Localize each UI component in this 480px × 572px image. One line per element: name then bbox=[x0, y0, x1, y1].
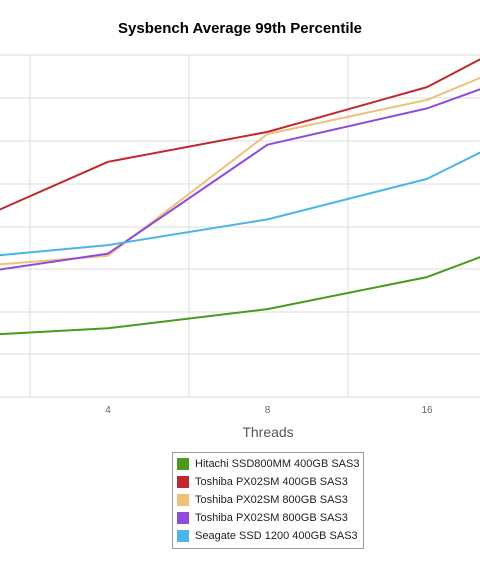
series-line-1 bbox=[0, 256, 480, 336]
x-axis-ticks: 4 8 16 bbox=[105, 405, 433, 416]
legend-swatch bbox=[177, 530, 189, 542]
gridlines bbox=[0, 54, 480, 398]
x-tick-label: 8 bbox=[265, 405, 271, 416]
legend-swatch bbox=[177, 458, 189, 470]
legend-item: Toshiba PX02SM 800GB SAS3 bbox=[173, 491, 363, 509]
legend-label: Toshiba PX02SM 800GB SAS3 bbox=[195, 494, 348, 506]
x-tick-label: 4 bbox=[105, 405, 111, 416]
series-lines bbox=[0, 58, 480, 336]
series-line-4 bbox=[0, 88, 480, 271]
legend-item: Toshiba PX02SM 400GB SAS3 bbox=[173, 473, 363, 491]
line-chart: 4 8 16 Threads bbox=[0, 54, 480, 440]
legend-swatch bbox=[177, 494, 189, 506]
chart-title: Sysbench Average 99th Percentile bbox=[118, 20, 362, 37]
legend-item: Hitachi SSD800MM 400GB SAS3 bbox=[173, 455, 363, 473]
series-line-3 bbox=[0, 76, 480, 266]
legend-label: Seagate SSD 1200 400GB SAS3 bbox=[195, 530, 358, 542]
series-line-2 bbox=[0, 58, 480, 211]
legend-label: Toshiba PX02SM 800GB SAS3 bbox=[195, 512, 348, 524]
legend-item: Toshiba PX02SM 800GB SAS3 bbox=[173, 509, 363, 527]
x-tick-label: 16 bbox=[421, 405, 433, 416]
legend-item: Seagate SSD 1200 400GB SAS3 bbox=[173, 527, 363, 545]
legend-label: Toshiba PX02SM 400GB SAS3 bbox=[195, 476, 348, 488]
series-line-5 bbox=[0, 151, 480, 257]
x-axis-label: Threads bbox=[242, 424, 293, 440]
legend-swatch bbox=[177, 512, 189, 524]
legend-label: Hitachi SSD800MM 400GB SAS3 bbox=[195, 458, 360, 470]
legend: Hitachi SSD800MM 400GB SAS3 Toshiba PX02S… bbox=[172, 452, 364, 549]
legend-swatch bbox=[177, 476, 189, 488]
